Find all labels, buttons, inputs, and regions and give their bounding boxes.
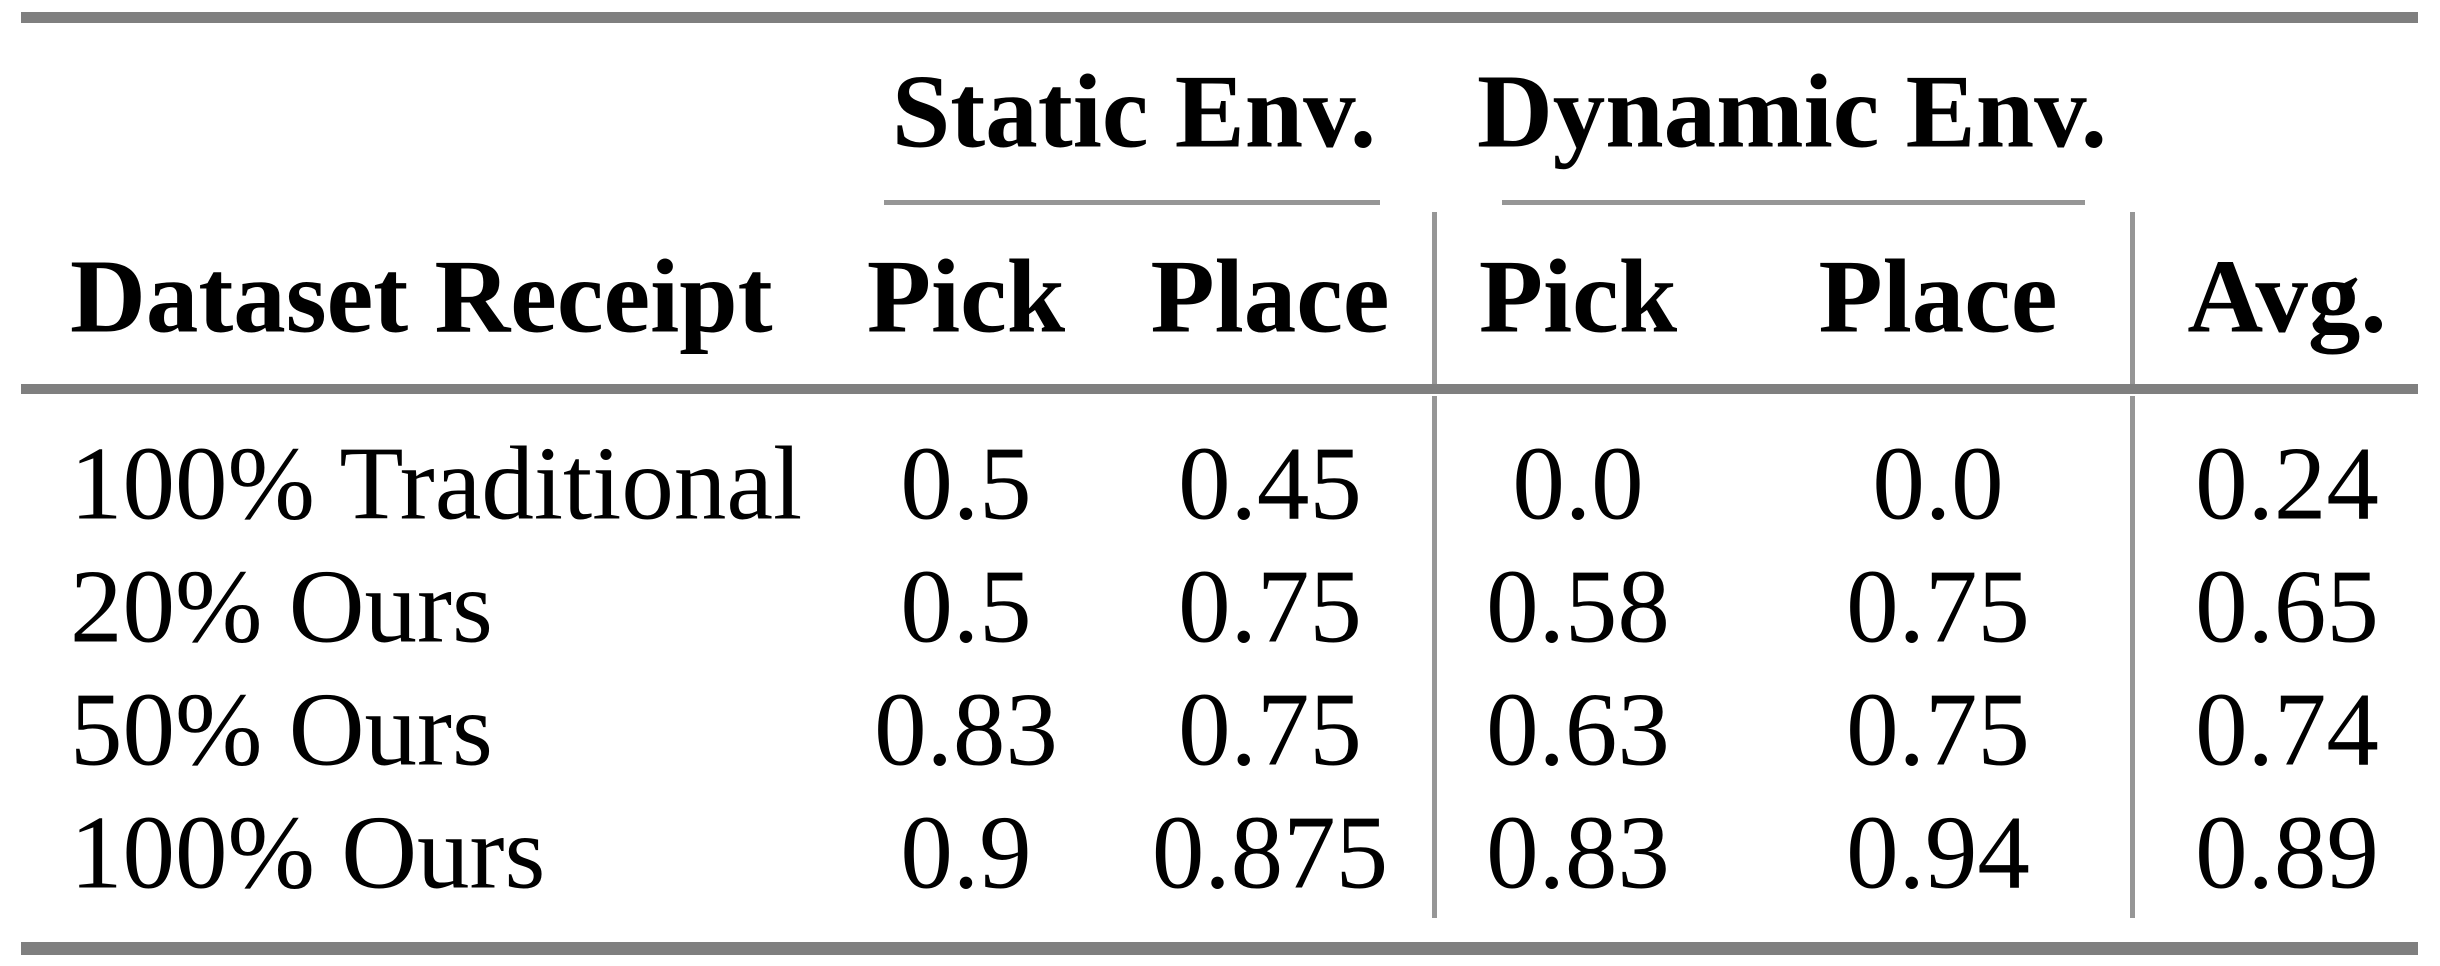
- cell-static-pick: 0.5: [900, 424, 1032, 542]
- cell-dynamic-pick: 0.58: [1486, 547, 1670, 665]
- cell-dynamic-pick: 0.83: [1486, 793, 1670, 911]
- cell-dynamic-place: 0.94: [1846, 793, 2030, 911]
- cell-avg: 0.74: [2195, 670, 2379, 788]
- static-env-cmidrule: [884, 200, 1380, 205]
- cell-dynamic-pick: 0.0: [1512, 424, 1644, 542]
- static-place-header: Place: [1150, 237, 1390, 355]
- cell-dynamic-place: 0.75: [1846, 670, 2030, 788]
- dataset-receipt-header: Dataset Receipt: [70, 237, 773, 355]
- row-label: 20% Ours: [70, 547, 493, 665]
- cell-avg: 0.65: [2195, 547, 2379, 665]
- avg-header: Avg.: [2187, 237, 2387, 355]
- cell-avg: 0.24: [2195, 424, 2379, 542]
- row-label: 100% Ours: [70, 793, 546, 911]
- cell-static-pick: 0.9: [900, 793, 1032, 911]
- row-label: 100% Traditional: [70, 424, 803, 542]
- cell-dynamic-place: 0.75: [1846, 547, 2030, 665]
- body-separator-avg: [2130, 396, 2135, 918]
- row-label: 50% Ours: [70, 670, 493, 788]
- cell-dynamic-pick: 0.63: [1486, 670, 1670, 788]
- body-separator-static-dynamic: [1432, 396, 1437, 918]
- dynamic-env-header: Dynamic Env.: [1476, 52, 2108, 170]
- cell-static-place: 0.875: [1151, 793, 1389, 911]
- static-pick-header: Pick: [866, 237, 1066, 355]
- cell-static-pick: 0.83: [874, 670, 1058, 788]
- dynamic-env-cmidrule: [1502, 200, 2085, 205]
- top-rule: [21, 12, 2418, 23]
- cell-dynamic-place: 0.0: [1872, 424, 2004, 542]
- static-env-header: Static Env.: [891, 52, 1377, 170]
- bottom-rule: [21, 942, 2418, 955]
- cell-static-place: 0.75: [1178, 670, 1362, 788]
- cell-static-place: 0.45: [1178, 424, 1362, 542]
- mid-rule: [21, 384, 2418, 394]
- cell-avg: 0.89: [2195, 793, 2379, 911]
- header-separator-static-dynamic: [1432, 212, 1437, 384]
- dynamic-pick-header: Pick: [1478, 237, 1678, 355]
- cell-static-pick: 0.5: [900, 547, 1032, 665]
- dynamic-place-header: Place: [1818, 237, 2058, 355]
- cell-static-place: 0.75: [1178, 547, 1362, 665]
- header-separator-avg: [2130, 212, 2135, 384]
